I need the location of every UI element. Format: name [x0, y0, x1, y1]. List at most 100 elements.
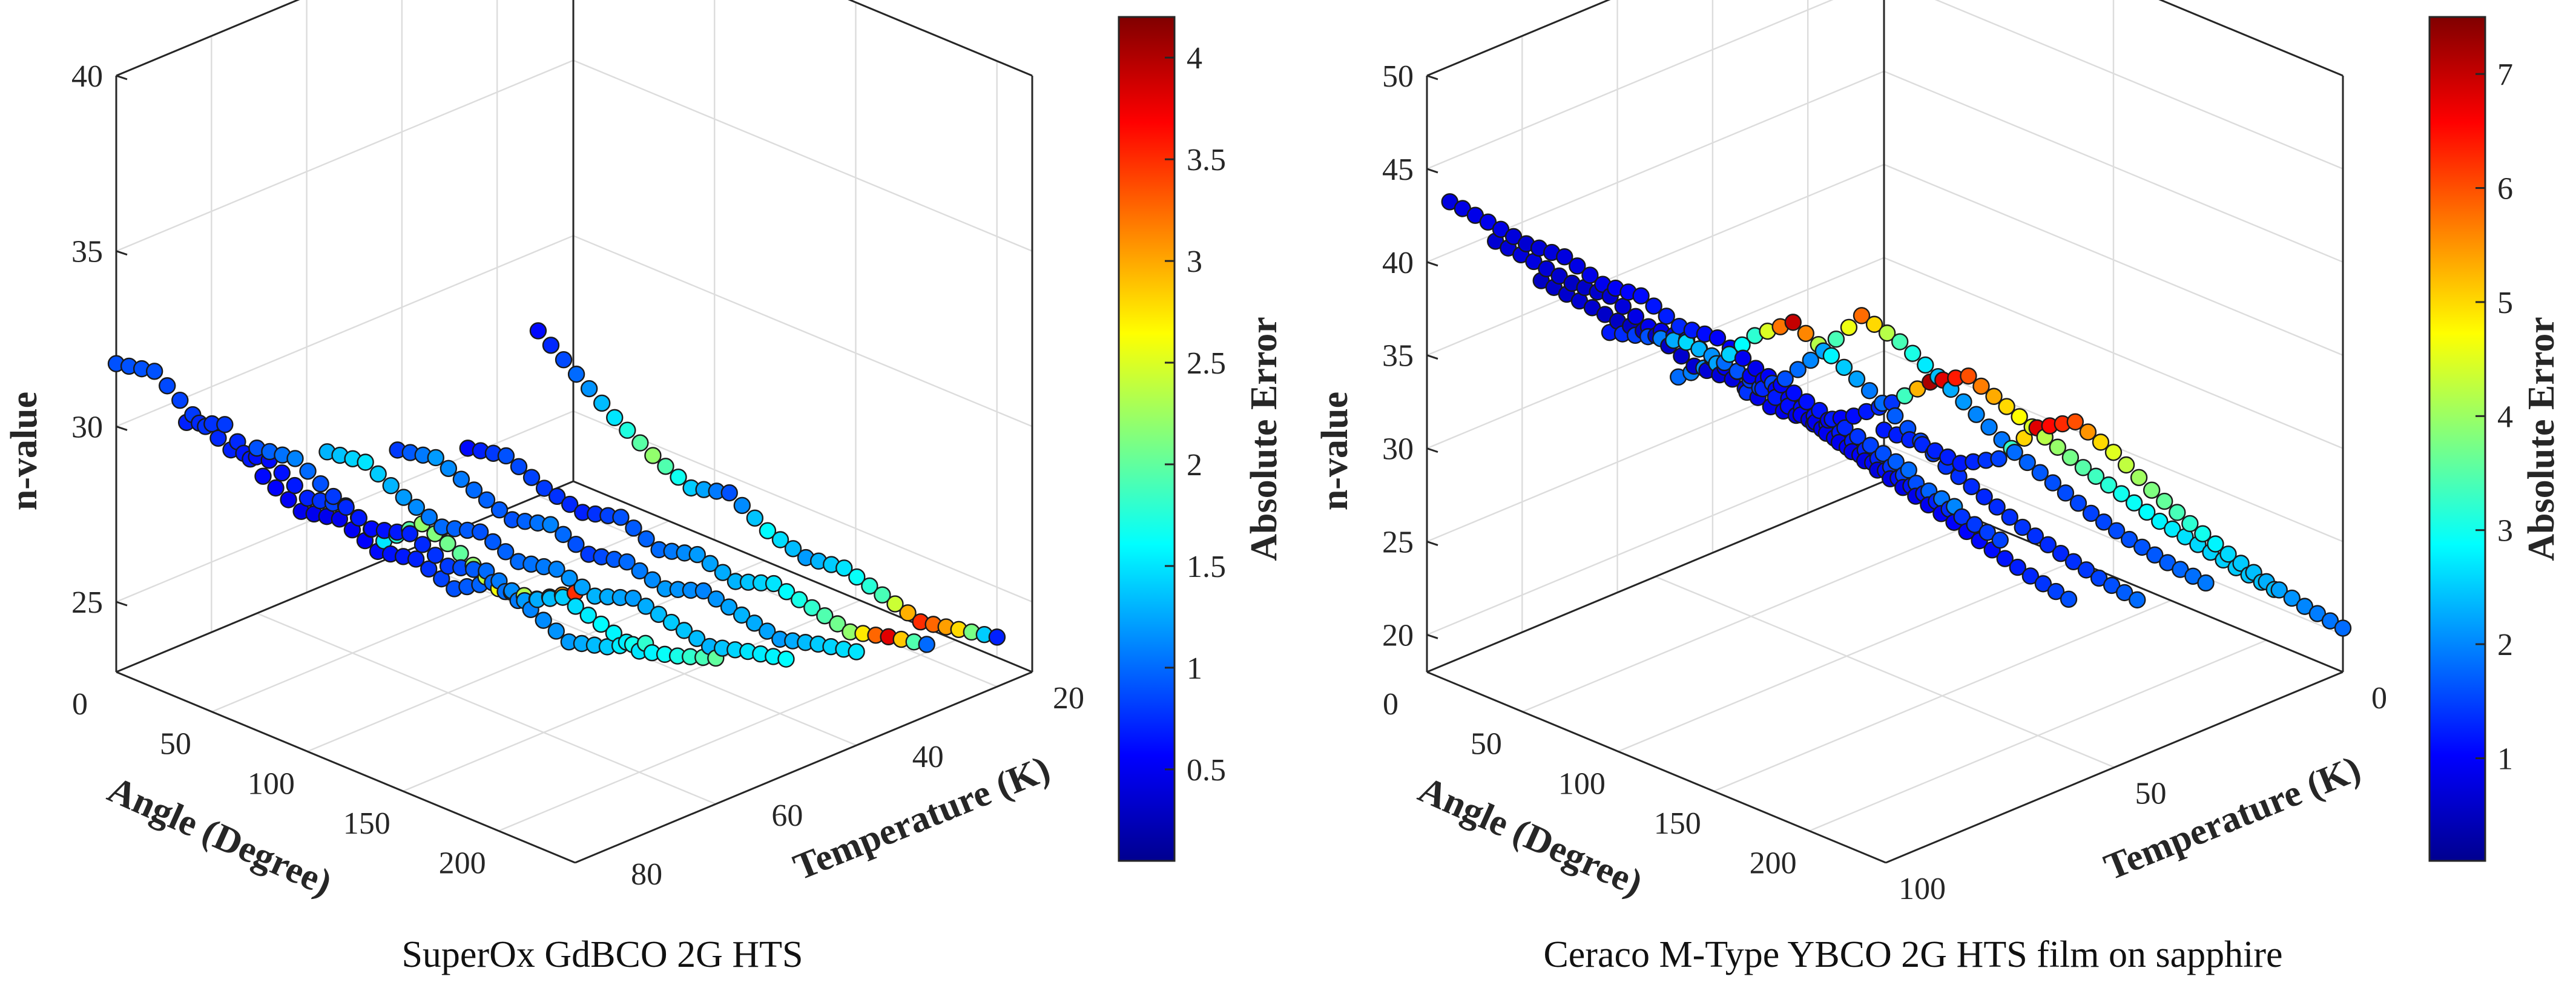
data-point [848, 643, 865, 660]
panel-1-box [115, 0, 1033, 864]
z-tick-label: 40 [1382, 246, 1414, 280]
data-point [1798, 393, 1816, 410]
data-point [2064, 553, 2083, 570]
data-point [1917, 356, 1934, 374]
z-tick-label: 45 [1382, 153, 1414, 187]
data-point [624, 589, 642, 607]
x-tick-label: 50 [1471, 727, 1502, 762]
data-point [675, 622, 693, 639]
data-point [369, 465, 387, 483]
panel-1-caption: SuperOx GdBCO 2G HTS [401, 934, 803, 975]
data-point [637, 598, 655, 615]
colorbar-tick-label: 4 [2497, 400, 2513, 434]
panel-2-xlabel: Angle (Degree) [1412, 769, 1649, 904]
data-point [1614, 297, 1632, 315]
data-point [1975, 488, 1993, 506]
z-tick-label: 40 [71, 59, 103, 94]
data-point [273, 464, 291, 482]
data-point [765, 575, 783, 593]
axis-edge [575, 671, 1033, 864]
data-point [2156, 492, 2173, 510]
data-point [1785, 384, 1803, 402]
z-tick-label: 25 [1382, 525, 1414, 560]
z-tick-label: 30 [71, 410, 103, 444]
axis-edge [1885, 671, 2344, 864]
data-point [2014, 518, 2031, 536]
data-point [1963, 478, 1980, 496]
grid-line [1655, 576, 2115, 768]
data-point [1840, 318, 1858, 336]
data-point [2001, 509, 2018, 526]
data-point [209, 429, 227, 447]
panel-2-zlabel: n-value [1314, 392, 1356, 510]
data-point [2009, 558, 2026, 576]
axis-edge [848, 0, 1033, 77]
data-point [2129, 591, 2146, 609]
data-point [2090, 569, 2108, 587]
z-tick-label: 25 [71, 585, 103, 620]
data-point [484, 533, 502, 551]
data-point [535, 479, 553, 497]
data-point [2133, 538, 2151, 556]
data-point [1848, 370, 1866, 388]
z-tick-mark [1426, 74, 1438, 81]
data-point [688, 630, 706, 647]
data-point [1836, 419, 1854, 437]
data-point [861, 577, 878, 595]
y-tick-label: 40 [912, 740, 944, 774]
data-point [2006, 443, 2023, 461]
data-point [886, 595, 904, 613]
data-point [759, 622, 776, 640]
data-point [548, 487, 566, 506]
z-tick-mark [1426, 447, 1438, 453]
y-tick-label: 100 [1899, 872, 1946, 906]
axis-edge [116, 671, 576, 864]
data-point [2117, 456, 2135, 474]
data-point [1492, 220, 1510, 238]
data-point [2049, 438, 2067, 456]
y-tick-label: 20 [1053, 681, 1084, 716]
data-point [529, 322, 547, 340]
data-point [803, 599, 821, 617]
data-point [535, 611, 552, 629]
data-point [2066, 413, 2084, 430]
data-point [440, 459, 458, 478]
data-point [2143, 481, 2161, 499]
data-point [1658, 308, 1675, 325]
data-point [2207, 535, 2224, 553]
data-point [1887, 453, 1905, 470]
z-tick-mark [116, 425, 128, 431]
data-point [1797, 324, 1815, 342]
data-point [746, 509, 764, 527]
x-tick-label: 100 [248, 766, 295, 801]
data-point [2044, 474, 2062, 492]
data-point [216, 416, 234, 433]
data-point [1853, 307, 1871, 324]
data-point [555, 525, 572, 544]
data-point [2115, 584, 2133, 602]
z-tick-mark [116, 74, 128, 81]
data-point [784, 540, 802, 558]
data-point [2308, 605, 2327, 622]
data-point [1878, 324, 1896, 342]
data-point [280, 491, 297, 509]
data-point [593, 394, 611, 412]
panel-2-colorbar-ticks: 1 2 3 4 5 6 7 [2476, 58, 2513, 776]
data-point [1891, 333, 1909, 351]
data-point [1955, 393, 1972, 411]
panel-2-colorbar [2428, 16, 2486, 862]
data-point [579, 607, 597, 624]
axis-edge [1426, 671, 1886, 864]
data-point [1874, 444, 1892, 463]
data-point [1991, 531, 2009, 549]
data-point [899, 604, 917, 622]
data-point [720, 484, 738, 502]
data-point [1860, 382, 1879, 400]
data-point [918, 636, 935, 653]
data-point [522, 469, 541, 486]
panel-1-colorbar [1118, 16, 1176, 862]
data-point [1550, 267, 1568, 285]
data-point [688, 545, 706, 564]
z-tick-mark [116, 601, 128, 607]
data-point [510, 458, 528, 476]
